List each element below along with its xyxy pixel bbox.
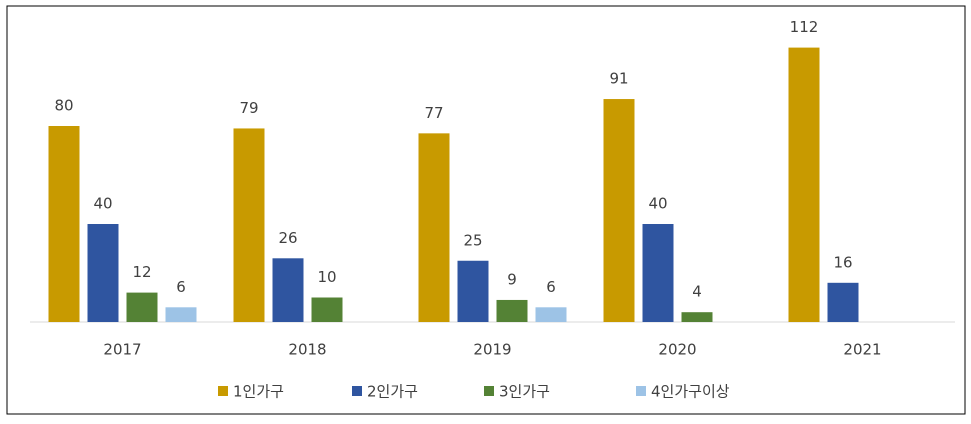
bar bbox=[535, 307, 567, 322]
bar bbox=[418, 133, 450, 322]
data-label: 80 bbox=[54, 97, 73, 115]
bar bbox=[681, 312, 713, 322]
bar bbox=[457, 260, 489, 322]
data-label: 40 bbox=[648, 195, 667, 213]
data-label: 77 bbox=[424, 104, 443, 122]
data-label: 26 bbox=[278, 229, 297, 247]
bar bbox=[827, 282, 859, 322]
legend-label: 4인가구이상 bbox=[651, 383, 730, 401]
x-tick-label: 2017 bbox=[103, 341, 141, 359]
bar bbox=[87, 224, 119, 322]
x-tick-label: 2018 bbox=[288, 341, 326, 359]
data-label: 40 bbox=[93, 195, 112, 213]
legend-label: 1인가구 bbox=[233, 383, 284, 401]
bar bbox=[233, 128, 265, 322]
data-label: 6 bbox=[546, 278, 556, 296]
data-label: 25 bbox=[463, 231, 482, 249]
bar bbox=[311, 297, 343, 322]
data-label: 79 bbox=[239, 99, 258, 117]
data-label: 10 bbox=[317, 268, 336, 286]
bar bbox=[272, 258, 304, 322]
legend-swatch bbox=[218, 386, 228, 396]
data-label: 12 bbox=[132, 263, 151, 281]
bar bbox=[126, 292, 158, 322]
x-tick-label: 2020 bbox=[658, 341, 696, 359]
bar bbox=[642, 224, 674, 322]
data-label: 16 bbox=[833, 253, 852, 271]
x-tick-label: 2021 bbox=[843, 341, 881, 359]
data-label: 91 bbox=[609, 70, 628, 88]
x-tick-label: 2019 bbox=[473, 341, 511, 359]
data-label: 9 bbox=[507, 270, 517, 288]
bar bbox=[788, 47, 820, 322]
legend-swatch bbox=[636, 386, 646, 396]
data-label: 112 bbox=[790, 18, 819, 36]
bar bbox=[603, 99, 635, 322]
data-label: 4 bbox=[692, 283, 702, 301]
legend-swatch bbox=[352, 386, 362, 396]
bar bbox=[496, 299, 528, 322]
legend-swatch bbox=[484, 386, 494, 396]
bar bbox=[48, 126, 80, 322]
data-label: 6 bbox=[176, 278, 186, 296]
legend-label: 3인가구 bbox=[499, 383, 550, 401]
legend-label: 2인가구 bbox=[367, 383, 418, 401]
bar bbox=[165, 307, 197, 322]
